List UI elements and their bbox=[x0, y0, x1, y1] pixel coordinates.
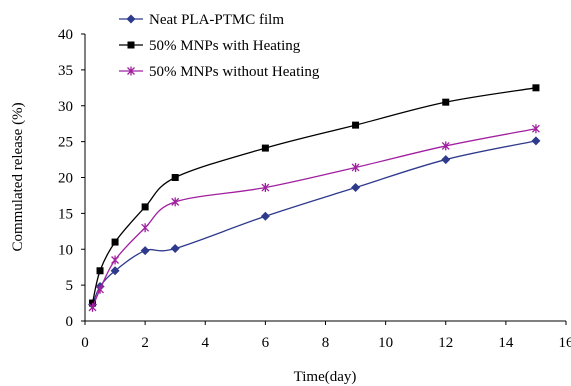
data-point bbox=[140, 246, 150, 256]
y-ticks: 0 5 10 15 20 25 30 35 40 bbox=[58, 27, 85, 330]
data-point bbox=[352, 121, 360, 129]
data-point bbox=[531, 136, 541, 146]
data-point bbox=[171, 197, 180, 207]
series-2 bbox=[88, 124, 540, 312]
legend-label: 50% MNPs with Heating bbox=[149, 38, 301, 54]
data-point bbox=[261, 144, 269, 152]
y-tick-label: 35 bbox=[58, 63, 73, 79]
data-point bbox=[442, 98, 450, 106]
data-point bbox=[110, 266, 120, 276]
x-tick-label: 4 bbox=[202, 335, 210, 351]
data-point bbox=[351, 183, 361, 193]
x-ticks: 0 2 4 6 8 10 12 14 16 bbox=[81, 321, 571, 351]
y-axis-title: Commulated release (%) bbox=[10, 102, 26, 251]
y-tick-label: 30 bbox=[58, 99, 73, 115]
legend: Neat PLA-PTMC film 50% MNPs with Heating 5… bbox=[119, 12, 320, 80]
legend-item: 50% MNPs without Heating bbox=[119, 64, 320, 80]
x-tick-label: 6 bbox=[262, 335, 270, 351]
data-point bbox=[441, 155, 451, 165]
series-layer bbox=[88, 84, 541, 312]
series-line bbox=[91, 128, 537, 308]
data-point bbox=[111, 238, 119, 246]
y-tick-label: 10 bbox=[58, 242, 73, 258]
y-tick-label: 0 bbox=[66, 314, 74, 330]
data-point bbox=[141, 223, 150, 233]
data-point bbox=[111, 255, 120, 265]
x-tick-label: 16 bbox=[559, 335, 571, 351]
data-point bbox=[261, 183, 270, 193]
data-point bbox=[441, 141, 450, 151]
x-tick-label: 14 bbox=[498, 335, 514, 351]
data-point bbox=[170, 244, 180, 254]
y-tick-label: 25 bbox=[58, 135, 73, 151]
x-tick-label: 10 bbox=[378, 335, 393, 351]
y-tick-label: 20 bbox=[58, 171, 73, 187]
series-0 bbox=[88, 136, 541, 309]
data-point bbox=[531, 124, 540, 134]
data-point bbox=[171, 174, 179, 181]
y-tick-label: 15 bbox=[58, 206, 73, 222]
data-point bbox=[260, 211, 270, 221]
legend-marker bbox=[127, 41, 135, 49]
legend-item: 50% MNPs with Heating bbox=[119, 38, 301, 54]
data-point bbox=[96, 267, 104, 275]
legend-item: Neat PLA-PTMC film bbox=[119, 12, 284, 28]
legend-label: Neat PLA-PTMC film bbox=[149, 12, 284, 28]
legend-marker bbox=[126, 14, 136, 24]
x-tick-label: 0 bbox=[81, 335, 89, 351]
series-1 bbox=[89, 84, 540, 307]
series-line bbox=[91, 140, 537, 305]
data-point bbox=[532, 84, 540, 92]
x-tick-label: 2 bbox=[141, 335, 149, 351]
data-point bbox=[351, 162, 360, 172]
legend-label: 50% MNPs without Heating bbox=[149, 64, 320, 80]
x-tick-label: 12 bbox=[438, 335, 453, 351]
data-point bbox=[88, 302, 97, 312]
data-point bbox=[96, 284, 104, 294]
legend-marker bbox=[127, 66, 135, 76]
y-tick-label: 40 bbox=[58, 27, 73, 43]
y-tick-label: 5 bbox=[66, 278, 74, 294]
series-line bbox=[91, 87, 537, 304]
data-point bbox=[141, 203, 149, 211]
x-tick-label: 8 bbox=[322, 335, 330, 351]
x-axis-title: Time(day) bbox=[294, 369, 357, 385]
